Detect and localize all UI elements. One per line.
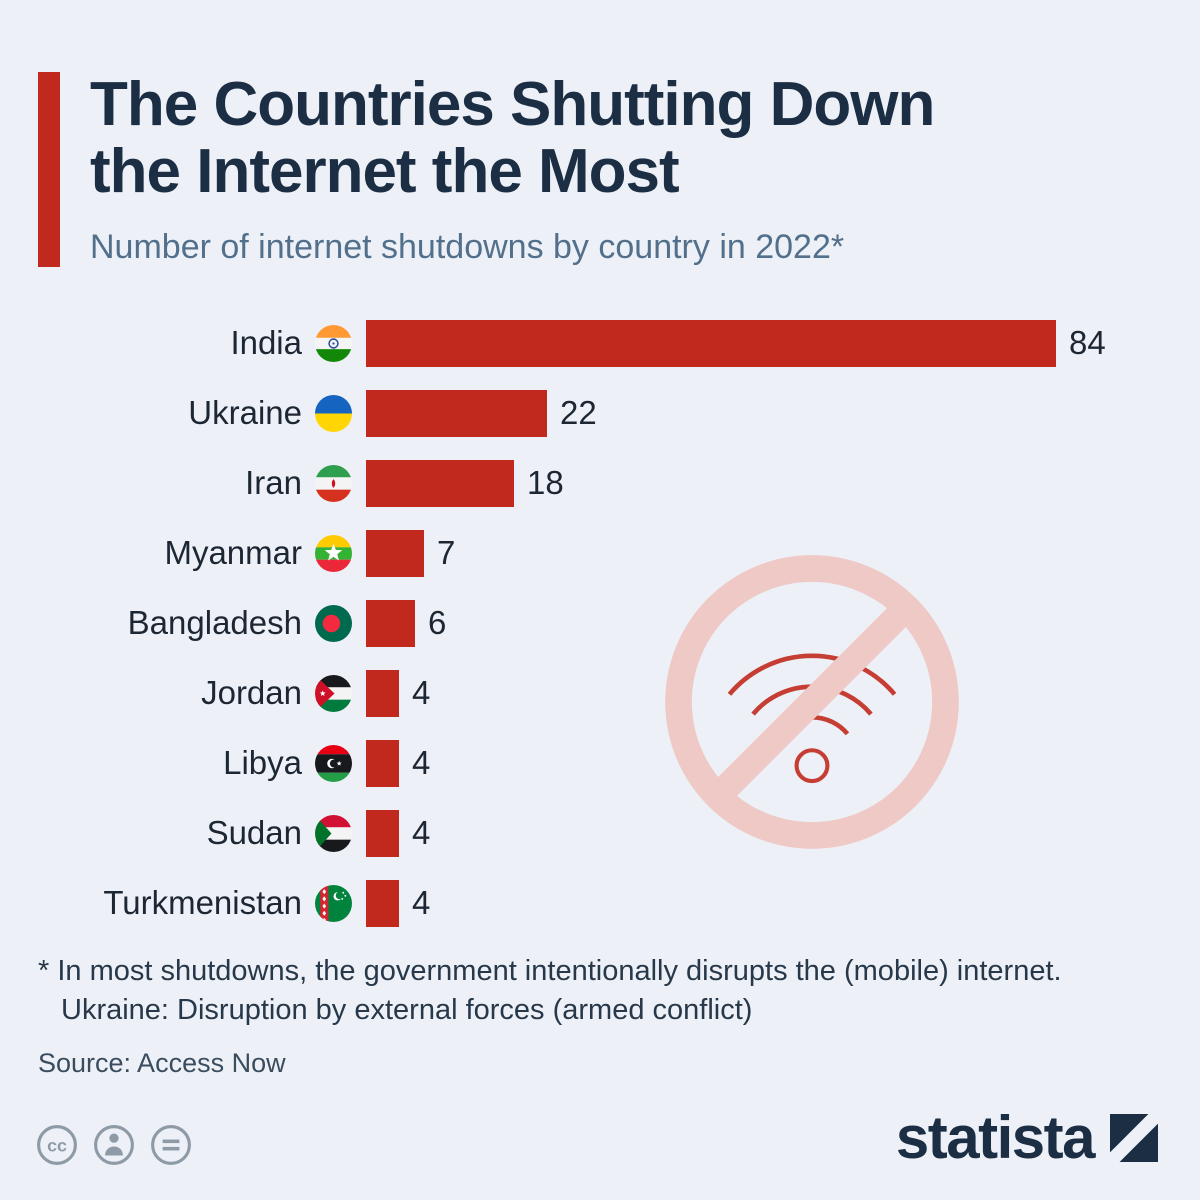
bar (366, 879, 399, 927)
value-label: 6 (428, 604, 447, 641)
chart-row: India 84 (0, 308, 1200, 378)
bar (366, 529, 424, 577)
chart-row: Turkmenistan 4 (0, 868, 1200, 938)
cc-icon[interactable]: cc (36, 1124, 78, 1166)
country-label: Ukraine (188, 394, 302, 431)
statista-logo-text: statista (895, 1104, 1096, 1171)
source-text: Source: Access Now (38, 1048, 286, 1079)
header: The Countries Shutting Down the Internet… (38, 70, 1160, 267)
bar (366, 809, 399, 857)
iran-flag-icon (315, 464, 352, 502)
footnote: * In most shutdowns, the government inte… (38, 952, 1170, 1082)
country-label: Iran (245, 464, 302, 501)
row-label-group: Ukraine (0, 394, 352, 432)
chart-row: Ukraine 22 (0, 378, 1200, 448)
value-label: 4 (412, 744, 431, 781)
value-label: 4 (412, 674, 431, 711)
value-label: 22 (560, 394, 597, 431)
row-label-group: Turkmenistan (0, 884, 352, 922)
row-label-group: Sudan (0, 814, 352, 852)
bar (366, 739, 399, 787)
value-label: 4 (412, 884, 431, 921)
bar (366, 669, 399, 717)
bar-chart: India 84 Ukraine 22 Iran 18 M (0, 308, 1200, 938)
jordan-flag-icon (315, 674, 352, 712)
value-label: 84 (1069, 324, 1106, 361)
no-internet-watermark-icon (658, 548, 966, 856)
turkmenistan-flag-icon (315, 884, 352, 922)
row-label-group: Bangladesh (0, 604, 352, 642)
country-label: Jordan (201, 674, 302, 711)
footnote-line-1: * In most shutdowns, the government inte… (38, 955, 1062, 987)
row-label-group: Iran (0, 464, 352, 502)
row-label-group: Libya (0, 744, 352, 782)
chart-row: Libya 4 (0, 728, 1200, 798)
row-label-group: Jordan (0, 674, 352, 712)
page-title: The Countries Shutting Down the Internet… (90, 70, 935, 206)
country-label: India (230, 324, 302, 361)
value-label: 7 (437, 534, 456, 571)
chart-subtitle: Number of internet shutdowns by country … (90, 227, 845, 266)
attribution-icon[interactable] (93, 1124, 135, 1166)
libya-flag-icon (315, 744, 352, 782)
country-label: Myanmar (164, 534, 302, 571)
bangladesh-flag-icon (315, 604, 352, 642)
country-label: Libya (223, 744, 302, 781)
value-label: 4 (412, 814, 431, 851)
title-line-1: The Countries Shutting Down (90, 70, 935, 139)
row-label-group: Myanmar (0, 534, 352, 572)
title-line-2: the Internet the Most (90, 136, 680, 206)
license-icons: cc (36, 1124, 192, 1166)
country-label: Bangladesh (127, 604, 302, 641)
chart-row: Sudan 4 (0, 798, 1200, 868)
equals-icon[interactable] (150, 1124, 192, 1166)
bar (366, 459, 514, 507)
myanmar-flag-icon (315, 534, 352, 572)
chart-row: Myanmar 7 (0, 518, 1200, 588)
bar (366, 389, 547, 437)
value-label: 18 (527, 464, 564, 501)
chart-row: Iran 18 (0, 448, 1200, 518)
svg-text:cc: cc (47, 1135, 67, 1155)
chart-row: Jordan 4 (0, 658, 1200, 728)
india-flag-icon (315, 324, 352, 362)
title-accent-bar (38, 72, 60, 267)
footnote-line-2: Ukraine: Disruption by external forces (… (61, 993, 753, 1026)
row-label-group: India (0, 324, 352, 362)
country-label: Turkmenistan (103, 884, 302, 921)
statista-logo[interactable]: statista (896, 1103, 1158, 1172)
bar (366, 319, 1056, 367)
header-text: The Countries Shutting Down the Internet… (90, 70, 935, 267)
country-label: Sudan (206, 814, 302, 851)
chart-row: Bangladesh 6 (0, 588, 1200, 658)
sudan-flag-icon (315, 814, 352, 852)
bar (366, 599, 415, 647)
ukraine-flag-icon (315, 394, 352, 432)
statista-logo-mark-icon (1110, 1113, 1158, 1162)
